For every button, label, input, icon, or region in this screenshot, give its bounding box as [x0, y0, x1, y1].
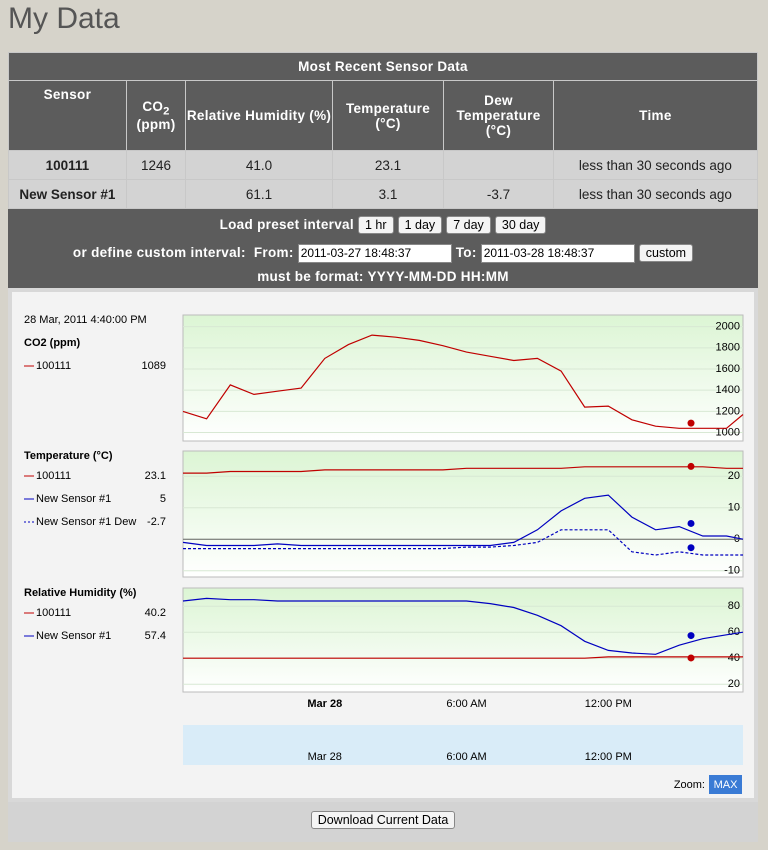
y-tick-label: 1800: [716, 342, 740, 354]
navigator-label: 6:00 AM: [446, 751, 486, 763]
from-input[interactable]: [297, 243, 452, 263]
interval-panel: Load preset interval 1 hr 1 day 7 day 30…: [8, 209, 758, 288]
legend-name: 100111: [36, 360, 71, 372]
y-tick-label: 60: [728, 626, 740, 638]
legend-name: New Sensor #1: [36, 630, 111, 642]
column-header: Relative Humidity (%): [185, 80, 333, 151]
hover-marker: [687, 519, 695, 527]
zoom-label: Zoom:: [674, 779, 705, 791]
preset-button[interactable]: 1 day: [397, 216, 443, 234]
column-header: Time: [552, 80, 759, 151]
header-sub: 2: [163, 105, 170, 118]
series-line: [183, 656, 743, 659]
legend-name: 100111: [36, 607, 71, 619]
table-cell: [443, 150, 554, 180]
custom-label: or define custom interval:: [72, 245, 246, 260]
panel-title: Temperature (°C): [24, 450, 113, 462]
legend-value: 1089: [142, 360, 166, 372]
y-tick-label: 1200: [716, 405, 740, 417]
plot-area: [182, 314, 744, 442]
x-tick-label: 12:00 PM: [585, 698, 632, 710]
table-cell: 1246: [125, 150, 187, 180]
hover-marker: [687, 654, 695, 662]
y-tick-label: 40: [728, 652, 740, 664]
navigator-label: Mar 28: [308, 751, 342, 763]
legend-value: 57.4: [145, 630, 166, 642]
series-line: [183, 466, 743, 474]
series-line: [182, 334, 744, 429]
table-cell: 61.1: [185, 179, 333, 209]
legend-value: -2.7: [147, 516, 166, 528]
table-cell: less than 30 seconds ago: [552, 150, 759, 180]
table-cell: New Sensor #1: [8, 179, 127, 209]
table-cell: 3.1: [331, 179, 445, 209]
x-tick-label: 6:00 AM: [446, 698, 486, 710]
hover-time: 28 Mar, 2011 4:40:00 PM: [24, 314, 147, 326]
page-title: My Data: [8, 2, 120, 35]
navigator-label: 12:00 PM: [585, 751, 632, 763]
y-tick-label: 20: [728, 678, 740, 690]
zoom-max-button[interactable]: [709, 775, 742, 794]
preset-label: Load preset interval: [219, 217, 354, 232]
panel-title: Relative Humidity (%): [24, 587, 137, 599]
preset-button[interactable]: 7 day: [446, 216, 491, 234]
to-label: To:: [455, 245, 477, 260]
y-tick-label: -10: [724, 565, 740, 577]
legend-value: 40.2: [145, 607, 166, 619]
legend-name: 100111: [36, 470, 71, 482]
y-tick-label: 2000: [716, 321, 740, 333]
preset-button[interactable]: 1 hr: [357, 216, 394, 234]
header-main: CO: [142, 98, 164, 114]
hover-marker: [687, 462, 695, 470]
hover-marker: [687, 419, 695, 427]
table-cell: 23.1: [331, 150, 445, 180]
to-input[interactable]: [480, 243, 635, 263]
header-unit: (ppm): [136, 117, 176, 133]
sensor-table: Most Recent Sensor Data Sensor CO2 (ppm) Re…: [8, 52, 759, 209]
series-line: [182, 597, 744, 655]
download-bar: Download Current Data: [8, 802, 758, 842]
table-cell: less than 30 seconds ago: [552, 179, 759, 209]
table-cell: -3.7: [443, 179, 554, 209]
preset-button[interactable]: 30 day: [494, 216, 547, 234]
x-tick-label: Mar 28: [307, 698, 342, 710]
y-tick-label: 10: [728, 502, 740, 514]
plot-area: [182, 450, 744, 578]
panel-title: CO2 (ppm): [24, 337, 81, 349]
navigator: [183, 725, 743, 765]
column-header: Sensor: [8, 80, 127, 151]
series-line: [182, 494, 744, 547]
format-hint: must be format: YYYY-MM-DD HH:MM: [257, 269, 509, 284]
y-tick-label: 1600: [716, 363, 740, 375]
legend-value: 23.1: [145, 470, 166, 482]
y-tick-label: 20: [728, 470, 740, 482]
plot-area: [182, 587, 744, 693]
y-tick-label: 1400: [716, 384, 740, 396]
legend-name: New Sensor #1: [36, 493, 111, 505]
y-tick-label: 80: [728, 600, 740, 612]
y-tick-label: 1000: [716, 426, 740, 438]
legend-value: 5: [160, 493, 166, 505]
custom-button[interactable]: custom: [638, 244, 694, 262]
hover-marker: [687, 544, 695, 552]
column-header: Dew Temperature (°C): [443, 80, 554, 151]
zoom-max-label[interactable]: MAX: [714, 779, 739, 791]
table-caption: Most Recent Sensor Data: [8, 52, 758, 81]
hover-marker: [687, 632, 695, 640]
legend-name: New Sensor #1 Dew: [36, 516, 136, 528]
table-row: New Sensor #1 61.1 3.1 -3.7 less than 30 sec…: [8, 179, 759, 209]
download-button[interactable]: Download Current Data: [310, 811, 456, 829]
from-label: From:: [253, 245, 294, 260]
